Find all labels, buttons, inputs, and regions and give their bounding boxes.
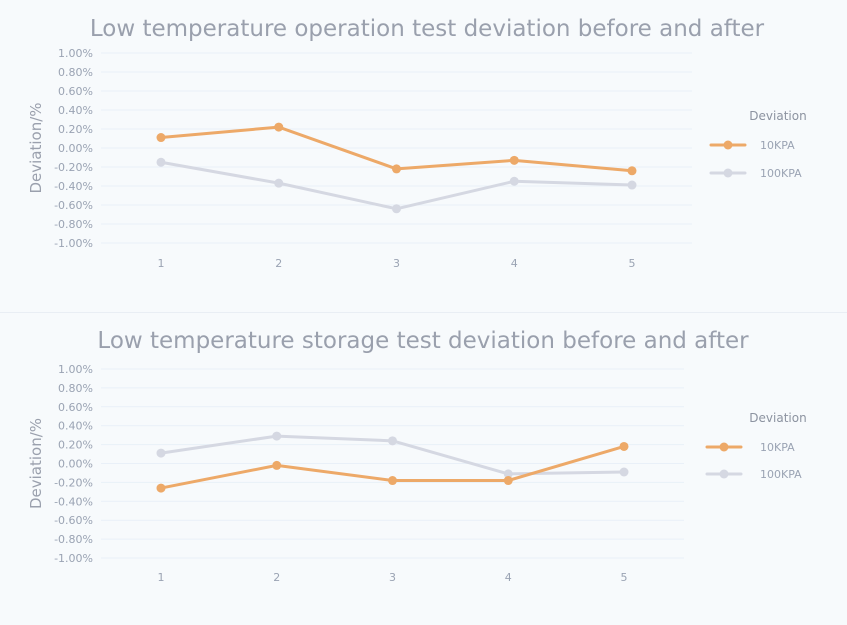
- data-point-100kpa[interactable]: [274, 178, 284, 188]
- y-tick-label: 1.00%: [58, 47, 93, 60]
- y-tick-label: 0.60%: [58, 401, 93, 414]
- chart-title: Low temperature storage test deviation b…: [97, 328, 749, 354]
- y-tick-label: -0.60%: [54, 199, 93, 212]
- legend-swatch-marker[interactable]: [723, 168, 733, 178]
- y-tick-label: 0.00%: [58, 142, 93, 155]
- x-tick-label: 3: [393, 257, 400, 270]
- legend-item-label[interactable]: 100KPA: [760, 167, 802, 180]
- chart-title: Low temperature operation test deviation…: [90, 16, 765, 42]
- y-tick-label: 0.40%: [58, 420, 93, 433]
- y-tick-label: -0.60%: [54, 514, 93, 527]
- data-point-10kpa[interactable]: [274, 122, 284, 132]
- legend-swatch-marker[interactable]: [719, 442, 729, 452]
- legend-item-label[interactable]: 10KPA: [760, 139, 795, 152]
- data-point-10kpa[interactable]: [156, 133, 166, 143]
- y-tick-label: -0.40%: [54, 180, 93, 193]
- panel-divider: [0, 312, 847, 313]
- x-tick-label: 3: [389, 571, 396, 584]
- data-point-100kpa[interactable]: [388, 436, 397, 446]
- legend-title: Deviation: [749, 411, 806, 425]
- legend-item-label[interactable]: 100KPA: [760, 468, 802, 481]
- chart-panel-storage: Low temperature storage test deviation b…: [0, 313, 847, 625]
- data-point-10kpa[interactable]: [619, 441, 629, 451]
- data-point-100kpa[interactable]: [392, 204, 401, 214]
- x-tick-label: 1: [158, 257, 165, 270]
- data-point-10kpa[interactable]: [156, 483, 166, 493]
- y-tick-label: -0.20%: [54, 476, 93, 489]
- y-axis-label: Deviation/%: [27, 418, 45, 509]
- data-point-10kpa[interactable]: [392, 164, 401, 174]
- y-tick-label: -0.40%: [54, 495, 93, 508]
- y-tick-label: -0.20%: [54, 161, 93, 174]
- y-tick-label: 0.80%: [58, 382, 93, 395]
- y-tick-label: -0.80%: [54, 533, 93, 546]
- y-tick-label: 0.60%: [58, 85, 93, 98]
- y-axis-label: Deviation/%: [27, 102, 45, 193]
- x-tick-label: 5: [621, 571, 628, 584]
- y-tick-label: 0.00%: [58, 458, 93, 471]
- x-tick-label: 2: [275, 257, 282, 270]
- legend-item-label[interactable]: 10KPA: [760, 441, 795, 454]
- data-point-10kpa[interactable]: [388, 476, 397, 486]
- y-tick-label: -0.80%: [54, 218, 93, 231]
- y-tick-label: 0.20%: [58, 123, 93, 136]
- series-line-10kpa: [159, 125, 634, 173]
- y-tick-label: 0.20%: [58, 439, 93, 452]
- data-point-100kpa[interactable]: [156, 448, 166, 458]
- legend-title: Deviation: [749, 109, 806, 123]
- data-point-100kpa[interactable]: [627, 180, 637, 190]
- x-tick-label: 5: [629, 257, 636, 270]
- data-point-100kpa[interactable]: [509, 176, 519, 186]
- data-point-100kpa[interactable]: [619, 467, 629, 477]
- data-point-10kpa[interactable]: [627, 166, 637, 176]
- operation-chart-svg: Low temperature operation test deviation…: [27, 16, 807, 270]
- y-tick-label: 1.00%: [58, 363, 93, 376]
- data-point-100kpa[interactable]: [156, 157, 166, 167]
- legend-swatch-marker[interactable]: [719, 469, 729, 479]
- y-tick-label: 0.80%: [58, 66, 93, 79]
- y-tick-label: -1.00%: [54, 237, 93, 250]
- y-tick-label: 0.40%: [58, 104, 93, 117]
- x-tick-label: 4: [505, 571, 512, 584]
- x-tick-label: 2: [273, 571, 280, 584]
- data-point-100kpa[interactable]: [503, 469, 513, 479]
- storage-chart-svg: Low temperature storage test deviation b…: [27, 328, 807, 584]
- chart-panel-operation: Low temperature operation test deviation…: [0, 0, 847, 312]
- x-tick-label: 1: [158, 571, 165, 584]
- x-tick-label: 4: [511, 257, 518, 270]
- y-tick-label: -1.00%: [54, 552, 93, 565]
- data-point-10kpa[interactable]: [272, 460, 282, 470]
- data-point-100kpa[interactable]: [272, 431, 282, 441]
- data-point-10kpa[interactable]: [509, 155, 519, 165]
- legend-swatch-marker[interactable]: [723, 140, 733, 150]
- data-point-10kpa[interactable]: [503, 476, 513, 486]
